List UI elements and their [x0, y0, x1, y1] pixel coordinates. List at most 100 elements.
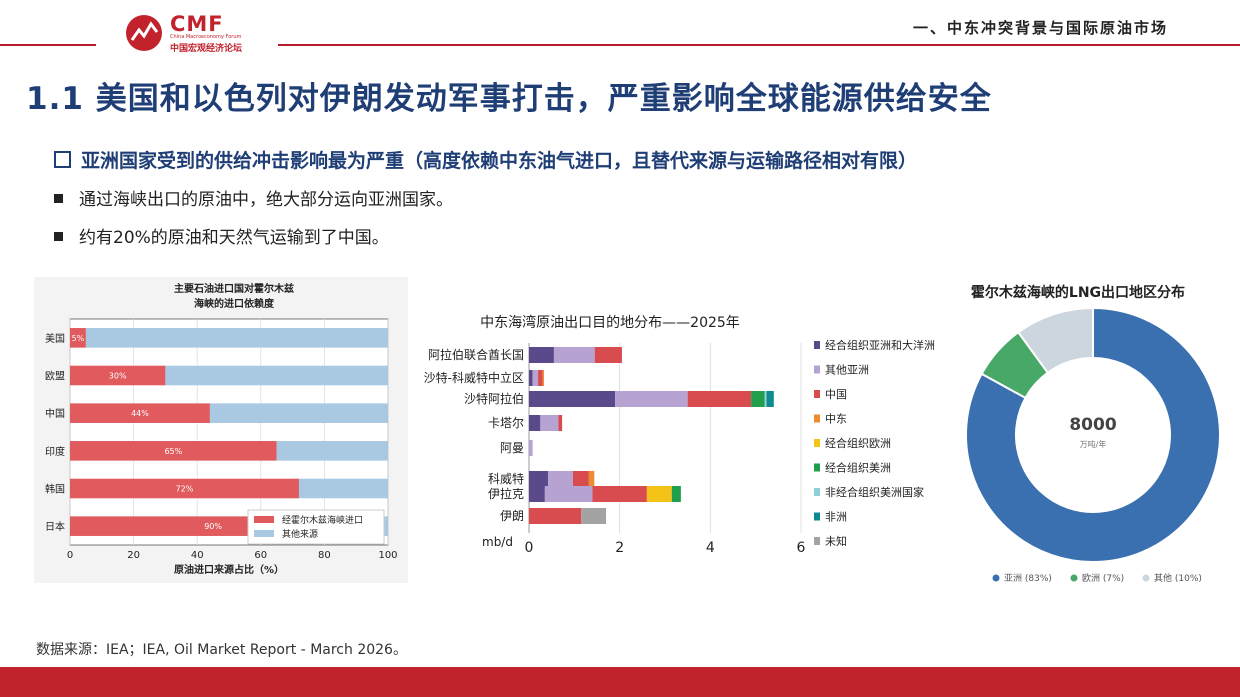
x-tick-label: 20 [127, 550, 140, 561]
section-title: 一、中东冲突背景与国际原油市场 [912, 19, 1168, 37]
x-tick-label: 2 [615, 540, 624, 556]
x-tick-label: 100 [378, 550, 397, 561]
legend-swatch [814, 341, 820, 349]
bar-segment [594, 347, 622, 363]
legend-label: 其他来源 [282, 528, 318, 540]
data-label: 5% [72, 334, 85, 343]
page-title: 1.1 美国和以色列对伊朗发动军事打击，严重影响全球能源供给安全 [26, 81, 992, 117]
center-value: 8000 [1069, 415, 1116, 435]
bar-segment [766, 391, 774, 407]
legend-swatch [814, 512, 820, 521]
legend-label: 经合组织亚洲和大洋洲 [825, 338, 935, 352]
bar-segment [529, 440, 533, 456]
legend-label: 中东 [825, 413, 847, 426]
subheading: 亚洲国家受到的供给冲击影响最为严重（高度依赖中东油气进口，且替代来源与运输路径相… [54, 146, 917, 173]
data-label: 65% [164, 447, 182, 456]
x-tick-label: 80 [318, 550, 331, 561]
y-tick-label: 韩国 [45, 483, 65, 496]
y-tick-label: 美国 [45, 332, 65, 345]
y-tick-label: 沙特阿拉伯 [464, 391, 524, 406]
logo-subtitle-en: China Macroeconomy Forum [170, 34, 242, 40]
bullet-item: 通过海峡出口的原油中，绝大部分运向亚洲国家。 [54, 185, 453, 210]
y-tick-label: 伊朗 [500, 509, 524, 523]
bar-hormuz [70, 478, 299, 499]
chart-title: 霍尔木兹海峡的LNG出口地区分布 [971, 284, 1185, 301]
header-rule-left [0, 44, 96, 46]
data-label: 72% [176, 485, 194, 494]
bar-segment [529, 370, 533, 386]
legend-swatch [814, 439, 820, 447]
legend-swatch [254, 530, 274, 537]
y-tick-label: 日本 [45, 520, 65, 533]
legend-label: 亚洲 (83%) [1004, 573, 1052, 584]
bar-segment [764, 391, 767, 407]
legend-label: 欧洲 (7%) [1082, 572, 1124, 584]
legend-label: 未知 [825, 534, 847, 548]
x-tick-label: 60 [254, 550, 267, 561]
bar-hormuz [70, 403, 210, 423]
logo-text: CMF [170, 12, 224, 36]
pie-slice [1016, 306, 1094, 375]
legend-label: 中国 [825, 388, 847, 401]
legend-label: 其他亚洲 [825, 364, 869, 377]
chart-title: 中东海湾原油出口目的地分布——2025年 [480, 314, 740, 331]
bar-segment [542, 370, 544, 386]
footer-bar [0, 667, 1240, 697]
bar-segment [558, 415, 563, 431]
legend-marker [1070, 574, 1078, 582]
chart-title: 主要石油进口国对霍尔木兹 [174, 282, 294, 295]
bar-segment [529, 347, 554, 363]
bar-segment [532, 370, 539, 386]
x-tick-label: 40 [191, 550, 204, 561]
chart-title: 海峡的进口依赖度 [194, 297, 275, 310]
bar-segment [538, 370, 543, 386]
bar-segment [671, 486, 681, 502]
header-rule-right [278, 44, 1240, 46]
square-bullet-icon [54, 232, 63, 241]
y-tick-label: 阿拉伯联合酋长国 [428, 347, 524, 362]
legend-marker [992, 574, 1000, 582]
pie-slice [965, 306, 1221, 563]
bar-segment [646, 486, 672, 502]
checkbox-bullet-icon [54, 151, 71, 168]
bar-segment [588, 471, 595, 487]
bar-other [165, 365, 388, 386]
chart-legend: 经合组织亚洲和大洋洲其他亚洲中国中东经合组织欧洲经合组织美洲非经合组织美洲国家非… [814, 338, 935, 548]
legend-swatch [254, 516, 274, 523]
cmf-logo [124, 12, 254, 54]
y-tick-label: 欧盟 [45, 371, 65, 383]
bar-hormuz [70, 328, 86, 348]
y-tick-label: 印度 [45, 445, 65, 458]
legend-swatch [814, 365, 820, 374]
unit-label: mb/d [482, 535, 513, 549]
bar-segment [687, 391, 752, 407]
center-unit: 万吨/年 [1080, 439, 1107, 449]
bar-segment [572, 471, 589, 487]
gulf-export-destination-chart: 中东海湾原油出口目的地分布——2025年 0 2 4 6 mb/d 阿拉伯联合酋长国沙特-科… [424, 314, 935, 556]
bullet-item: 约有20%的原油和天然气运输到了中国。 [54, 223, 389, 248]
legend-swatch [814, 414, 820, 423]
legend-label: 经合组织欧洲 [825, 436, 891, 450]
bar-hormuz [70, 441, 277, 461]
legend-label: 非经合组织美洲国家 [825, 485, 924, 499]
x-tick-label: 4 [706, 540, 715, 556]
x-tick-label: 0 [67, 550, 73, 561]
y-tick-label: 伊拉克 [488, 486, 524, 501]
legend-label: 其他 (10%) [1154, 572, 1202, 584]
subheading-text: 亚洲国家受到的供给冲击影响最为严重（高度依赖中东油气进口，且替代来源与运输路径相… [81, 150, 918, 172]
bar-segment [615, 391, 688, 407]
bar-segment [544, 486, 593, 502]
logo-subtitle-cn: 中国宏观经济论坛 [170, 44, 243, 54]
legend-swatch [814, 488, 820, 496]
chart-legend: 亚洲 (83%) 欧洲 (7%) 其他 (10%) [992, 572, 1202, 584]
bar-segment [529, 415, 541, 431]
data-label: 30% [109, 372, 127, 381]
legend-marker [1142, 574, 1150, 582]
bar-segment [529, 486, 545, 502]
bar-segment [529, 471, 549, 487]
y-tick-label: 科威特 [488, 471, 524, 486]
bar-segment [529, 391, 616, 407]
y-tick-label: 沙特-科威特中立区 [424, 370, 524, 385]
